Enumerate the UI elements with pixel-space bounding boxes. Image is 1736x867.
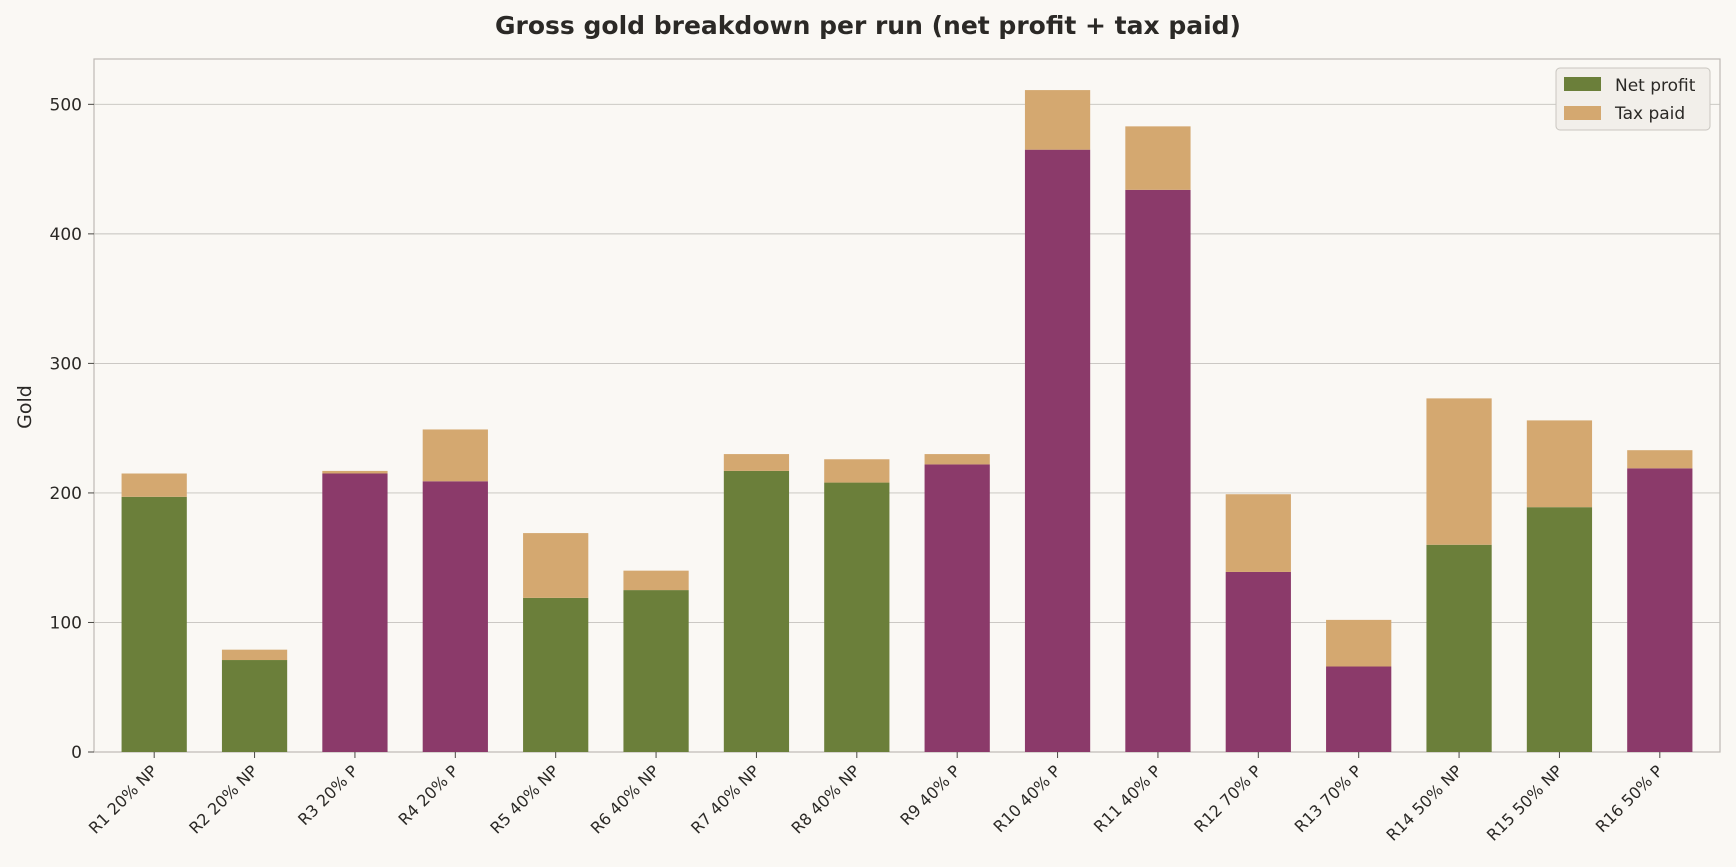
bar-tax-paid (1326, 619, 1392, 667)
legend-label-tax-paid: Tax paid (1614, 104, 1685, 124)
y-tick-label: 100 (50, 613, 82, 633)
bar-net-profit (1125, 189, 1191, 753)
bar-tax-paid (1627, 450, 1693, 469)
bar-tax-paid (422, 429, 488, 482)
bar-tax-paid (723, 454, 790, 471)
bar-tax-paid (523, 533, 589, 598)
bar-net-profit (1326, 666, 1392, 752)
y-axis-label: Gold (14, 385, 36, 429)
bar-net-profit (1426, 544, 1492, 752)
bar-net-profit (723, 470, 790, 752)
bar-tax-paid (1225, 494, 1291, 572)
bar-tax-paid (924, 454, 990, 465)
bar-net-profit (322, 473, 388, 752)
bar-net-profit (422, 481, 488, 752)
y-tick-label: 200 (50, 484, 82, 504)
legend: Net profit Tax paid (1555, 67, 1711, 131)
bar-net-profit (1627, 468, 1693, 752)
y-tick-label: 300 (50, 354, 82, 374)
bar-tax-paid (1125, 126, 1191, 190)
bar-tax-paid (1426, 398, 1492, 545)
legend-label-net-profit: Net profit (1615, 76, 1696, 96)
bar-tax-paid (824, 459, 890, 483)
bar-net-profit (1526, 507, 1593, 752)
bar-tax-paid (221, 649, 288, 661)
bar-net-profit (824, 482, 890, 752)
bar-net-profit (623, 590, 689, 752)
y-axis-ticks: 0 100 200 300 400 500 (50, 95, 94, 763)
bar-net-profit (221, 660, 288, 752)
bar-net-profit (924, 464, 990, 752)
legend-swatch-tax-paid (1564, 106, 1601, 120)
bar-net-profit (1225, 571, 1291, 752)
bar-tax-paid (623, 570, 689, 591)
bars (121, 90, 1693, 753)
chart-title: Gross gold breakdown per run (net profit… (495, 11, 1241, 40)
legend-swatch-net-profit (1564, 77, 1601, 91)
bar-tax-paid (1024, 90, 1091, 150)
y-tick-label: 400 (50, 225, 82, 245)
y-tick-label: 500 (50, 95, 82, 115)
bar-net-profit (1024, 149, 1091, 752)
bar-tax-paid (121, 473, 187, 497)
bar-net-profit (121, 496, 187, 752)
bar-tax-paid (1526, 420, 1593, 508)
y-tick-label: 0 (71, 743, 82, 763)
bar-net-profit (523, 597, 589, 752)
bar-tax-paid (322, 470, 388, 474)
